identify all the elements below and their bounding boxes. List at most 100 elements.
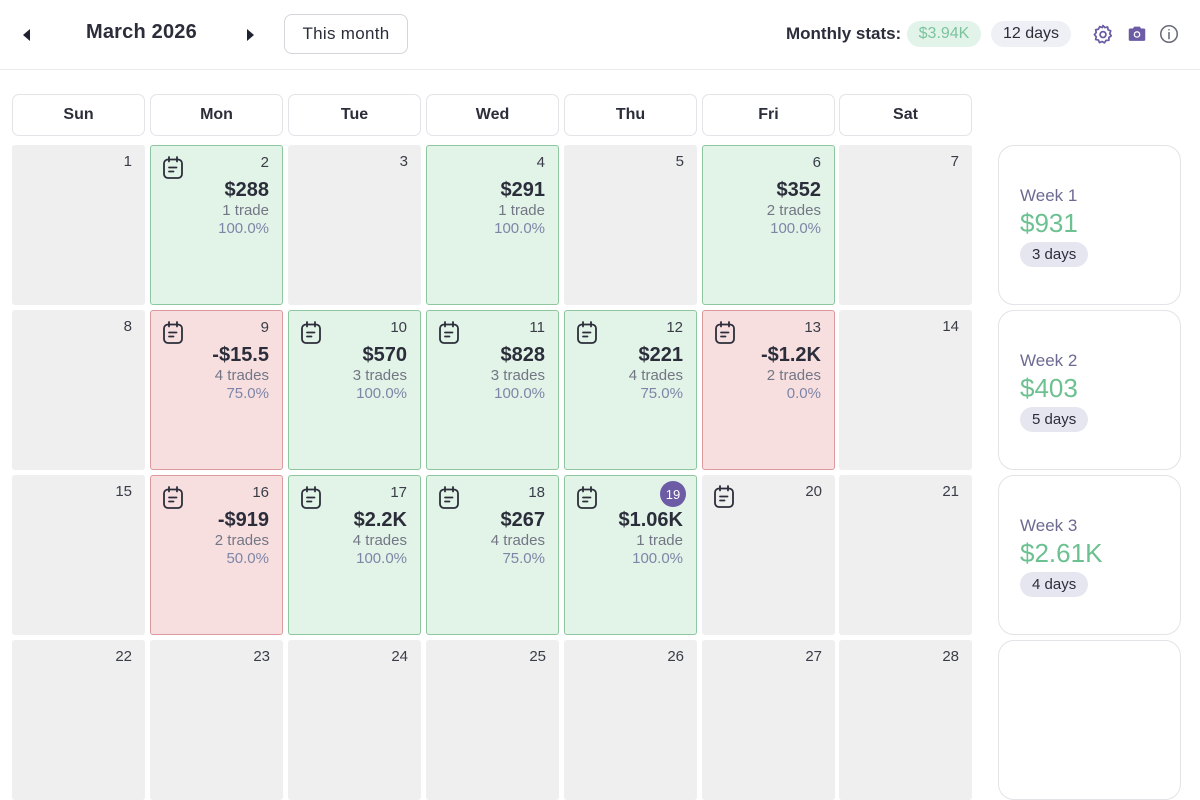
day-cell-8[interactable]: 8 (12, 310, 145, 470)
week-label: Week 1 (1020, 186, 1078, 205)
day-cell-6[interactable]: 6 $352 2 trades 100.0% (702, 145, 835, 305)
journal-note-icon[interactable] (299, 320, 323, 346)
day-cell-12[interactable]: 12 $221 4 trades 75.0% (564, 310, 697, 470)
monthly-days-badge: 12 days (991, 21, 1071, 47)
day-number: 21 (942, 483, 959, 500)
journal-note-icon[interactable] (161, 485, 185, 511)
day-number: 23 (253, 648, 270, 665)
day-cell-9[interactable]: 9 -$15.5 4 trades 75.0% (150, 310, 283, 470)
day-cell-23[interactable]: 23 (150, 640, 283, 800)
week-days-badge: 5 days (1020, 407, 1089, 432)
day-trade-count: 4 trades (352, 532, 407, 549)
day-cell-1[interactable]: 1 (12, 145, 145, 305)
day-cell-16[interactable]: 16 -$919 2 trades 50.0% (150, 475, 283, 635)
journal-note-icon[interactable] (575, 485, 599, 511)
day-number: 4 (536, 154, 545, 171)
journal-note-icon[interactable] (161, 155, 185, 181)
week-summary-card-4 (998, 640, 1181, 800)
day-trade-count: 1 trade (636, 532, 683, 549)
monthly-stats-label: Monthly stats: (786, 24, 902, 43)
info-icon[interactable] (1158, 23, 1180, 45)
day-number: 1 (123, 153, 132, 170)
day-cell-18[interactable]: 18 $267 4 trades 75.0% (426, 475, 559, 635)
journal-note-icon[interactable] (713, 320, 737, 346)
day-cell-4[interactable]: 4 $291 1 trade 100.0% (426, 145, 559, 305)
day-trade-count: 4 trades (214, 367, 269, 384)
day-cell-11[interactable]: 11 $828 3 trades 100.0% (426, 310, 559, 470)
day-cell-10[interactable]: 10 $570 3 trades 100.0% (288, 310, 421, 470)
caret-right-icon[interactable] (240, 24, 260, 46)
day-number: 18 (528, 484, 545, 501)
day-cell-13[interactable]: 13 -$1.2K 2 trades 0.0% (702, 310, 835, 470)
day-win-rate: 75.0% (502, 550, 545, 567)
day-number: 20 (805, 483, 822, 500)
weekday-header-mon: Mon (150, 94, 283, 136)
day-cell-17[interactable]: 17 $2.2K 4 trades 100.0% (288, 475, 421, 635)
day-trade-count: 3 trades (490, 367, 545, 384)
day-trade-count: 1 trade (222, 202, 269, 219)
week-pnl: $2.61K (1020, 538, 1103, 568)
this-month-button[interactable]: This month (284, 14, 408, 54)
day-cell-2[interactable]: 2 $288 1 trade 100.0% (150, 145, 283, 305)
journal-note-icon[interactable] (299, 485, 323, 511)
day-win-rate: 0.0% (786, 385, 821, 402)
day-number: 12 (666, 319, 683, 336)
day-pnl: $291 (500, 179, 546, 201)
day-number: 9 (260, 319, 269, 336)
day-cell-20[interactable]: 20 (702, 475, 835, 635)
day-pnl: $2.2K (353, 509, 407, 531)
day-number: 26 (667, 648, 684, 665)
day-cell-5[interactable]: 5 (564, 145, 697, 305)
day-cell-14[interactable]: 14 (839, 310, 972, 470)
day-number: 3 (399, 153, 408, 170)
day-cell-22[interactable]: 22 (12, 640, 145, 800)
monthly-total-badge: $3.94K (907, 21, 981, 47)
day-pnl: $352 (776, 179, 822, 201)
week-days-badge: 3 days (1020, 242, 1089, 267)
week-pnl: $403 (1020, 373, 1078, 403)
day-number: 5 (675, 153, 684, 170)
gear-icon[interactable] (1092, 23, 1114, 45)
week-days-badge: 4 days (1020, 572, 1089, 597)
day-cell-21[interactable]: 21 (839, 475, 972, 635)
day-number: 17 (390, 484, 407, 501)
day-trade-count: 2 trades (214, 532, 269, 549)
day-pnl: $221 (638, 344, 684, 366)
day-number: 6 (812, 154, 821, 171)
day-cell-7[interactable]: 7 (839, 145, 972, 305)
day-pnl: -$919 (217, 509, 269, 531)
weekday-header-sun: Sun (12, 94, 145, 136)
weekday-header-tue: Tue (288, 94, 421, 136)
day-cell-28[interactable]: 28 (839, 640, 972, 800)
day-cell-15[interactable]: 15 (12, 475, 145, 635)
day-cell-19[interactable]: 19 $1.06K 1 trade 100.0% (564, 475, 697, 635)
calendar-toolbar: March 2026 This month Monthly stats: $3.… (0, 0, 1200, 70)
caret-left-icon[interactable] (17, 24, 37, 46)
camera-icon[interactable] (1126, 23, 1148, 45)
day-trade-count: 3 trades (352, 367, 407, 384)
day-cell-24[interactable]: 24 (288, 640, 421, 800)
day-win-rate: 100.0% (356, 550, 407, 567)
day-cell-3[interactable]: 3 (288, 145, 421, 305)
journal-note-icon[interactable] (575, 320, 599, 346)
journal-note-icon[interactable] (437, 485, 461, 511)
day-win-rate: 100.0% (632, 550, 683, 567)
day-number: 24 (391, 648, 408, 665)
day-number: 2 (260, 154, 269, 171)
day-cell-27[interactable]: 27 (702, 640, 835, 800)
week-label: Week 2 (1020, 351, 1078, 370)
week-summary-card-3: Week 3 $2.61K 4 days (998, 475, 1181, 635)
day-number: 11 (529, 319, 545, 336)
weekday-header-fri: Fri (702, 94, 835, 136)
journal-note-icon[interactable] (712, 484, 736, 510)
journal-note-icon[interactable] (161, 320, 185, 346)
journal-note-icon[interactable] (437, 320, 461, 346)
week-summary-card-1: Week 1 $931 3 days (998, 145, 1181, 305)
day-cell-25[interactable]: 25 (426, 640, 559, 800)
day-win-rate: 100.0% (218, 220, 269, 237)
day-cell-26[interactable]: 26 (564, 640, 697, 800)
day-win-rate: 100.0% (494, 220, 545, 237)
day-number: 13 (804, 319, 821, 336)
weekday-header-sat: Sat (839, 94, 972, 136)
weekday-header-thu: Thu (564, 94, 697, 136)
